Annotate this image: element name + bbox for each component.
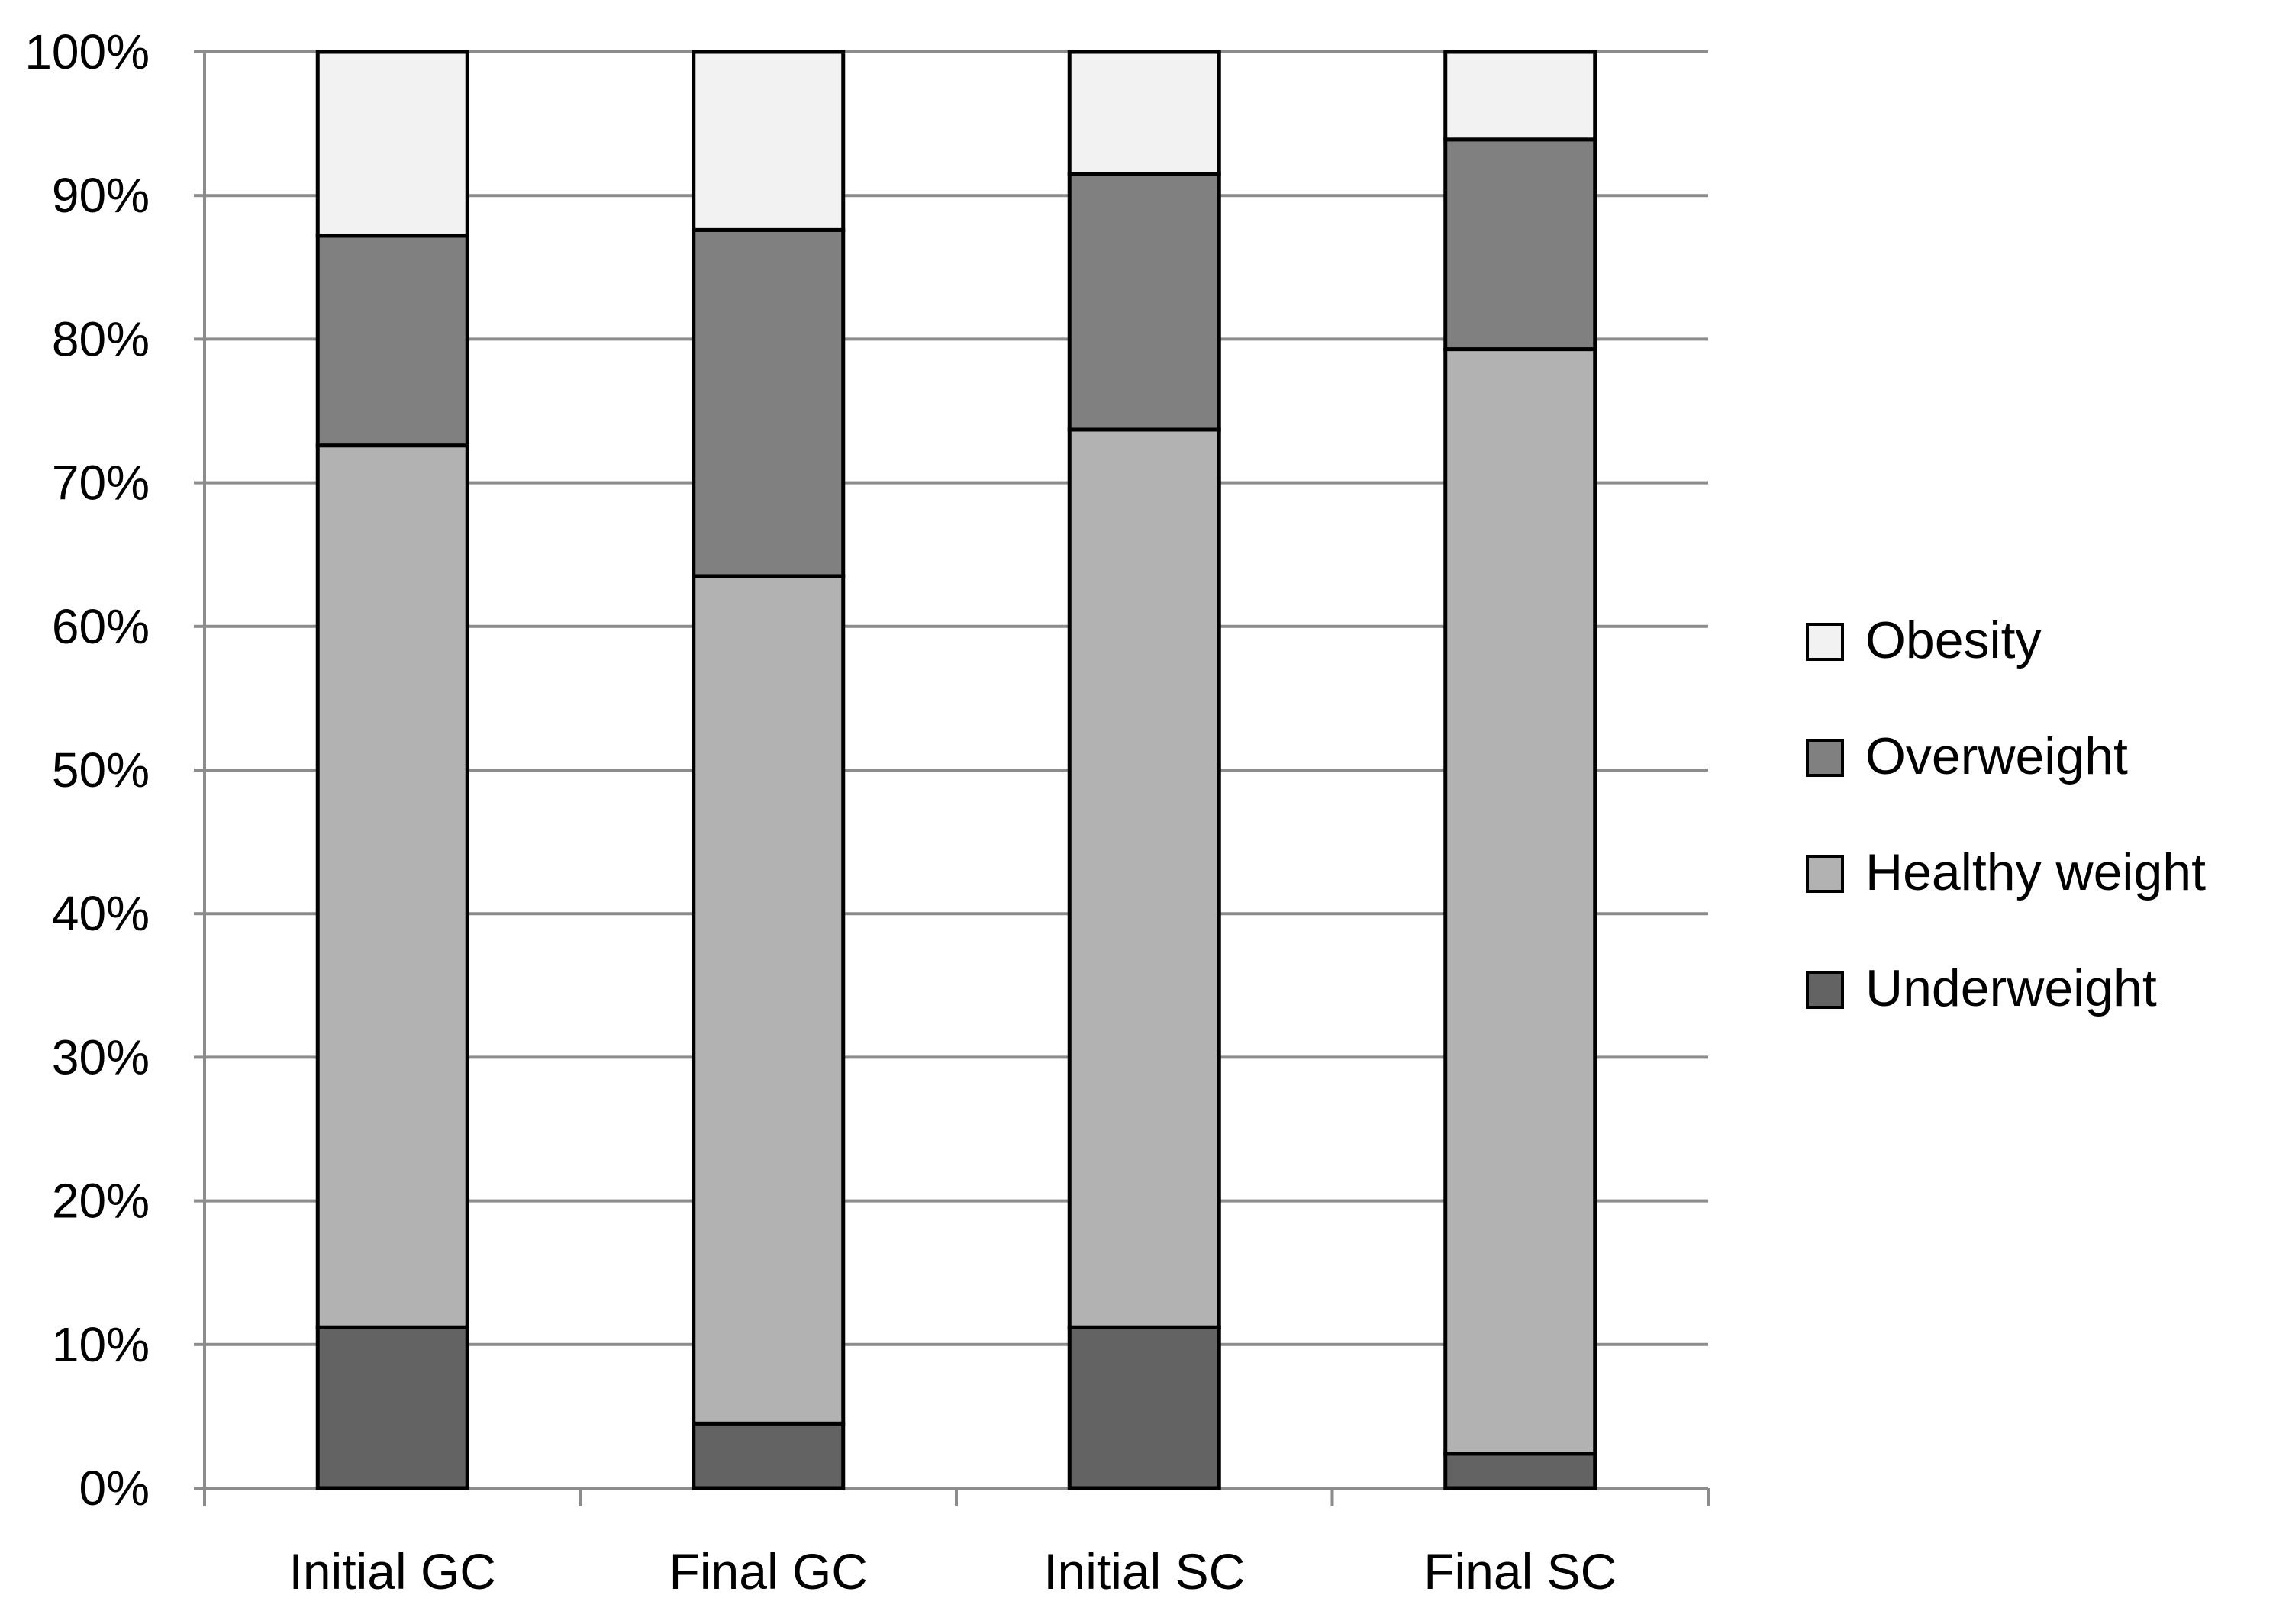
bar-segment-underweight-1 bbox=[692, 1421, 846, 1490]
y-tick-label: 100% bbox=[24, 24, 150, 79]
bar-segment-healthy-weight-1 bbox=[692, 574, 846, 1426]
legend-label-underweight: Underweight bbox=[1865, 959, 2157, 1017]
legend-label-obesity: Obesity bbox=[1865, 611, 2042, 669]
y-tick-label: 50% bbox=[52, 743, 150, 798]
legend-swatch-underweight bbox=[1806, 971, 1844, 1009]
y-tick-label: 90% bbox=[52, 168, 150, 223]
bar-segment-healthy-weight-0 bbox=[315, 443, 469, 1329]
y-tick-label: 70% bbox=[52, 456, 150, 511]
y-tick-label: 40% bbox=[52, 886, 150, 941]
bar-segment-overweight-1 bbox=[692, 227, 846, 578]
legend-swatch-overweight bbox=[1806, 739, 1844, 777]
bar-segment-overweight-2 bbox=[1067, 172, 1221, 432]
bar-segment-obesity-3 bbox=[1443, 50, 1597, 142]
x-category-label: Initial GC bbox=[289, 1543, 496, 1600]
bar-segment-overweight-3 bbox=[1443, 137, 1597, 352]
y-tick-label: 10% bbox=[52, 1317, 150, 1372]
y-tick-label: 60% bbox=[52, 599, 150, 654]
bar-segment-healthy-weight-2 bbox=[1067, 427, 1221, 1329]
bar-segment-underweight-0 bbox=[315, 1325, 469, 1490]
bar-segment-underweight-2 bbox=[1067, 1325, 1221, 1490]
x-category-label: Initial SC bbox=[1043, 1543, 1245, 1600]
y-tick-label: 30% bbox=[52, 1030, 150, 1084]
bar-segment-obesity-2 bbox=[1067, 50, 1221, 176]
bar-segment-underweight-3 bbox=[1443, 1452, 1597, 1490]
bar-segment-obesity-0 bbox=[315, 50, 469, 238]
legend: Obesity Overweight Healthy weight Underweig… bbox=[1806, 611, 2206, 1017]
bar-segment-obesity-1 bbox=[692, 50, 846, 232]
legend-label-healthy-weight: Healthy weight bbox=[1865, 843, 2206, 901]
bar-segment-healthy-weight-3 bbox=[1443, 347, 1597, 1456]
legend-label-overweight: Overweight bbox=[1865, 727, 2128, 785]
legend-swatch-obesity bbox=[1806, 623, 1844, 661]
y-tick-label: 20% bbox=[52, 1174, 150, 1229]
y-tick-label: 80% bbox=[52, 311, 150, 366]
y-tick-label: 0% bbox=[79, 1461, 150, 1516]
legend-swatch-healthy-weight bbox=[1806, 855, 1844, 893]
bar-segment-overweight-0 bbox=[315, 234, 469, 448]
x-category-label: Final SC bbox=[1423, 1543, 1617, 1600]
bars bbox=[315, 50, 1597, 1490]
x-category-label: Final GC bbox=[669, 1543, 868, 1600]
axis-labels: 0% 10% 20% 30% 40% 50% 60% 70% 80% 90% 100% Initial… bbox=[24, 24, 1617, 1600]
